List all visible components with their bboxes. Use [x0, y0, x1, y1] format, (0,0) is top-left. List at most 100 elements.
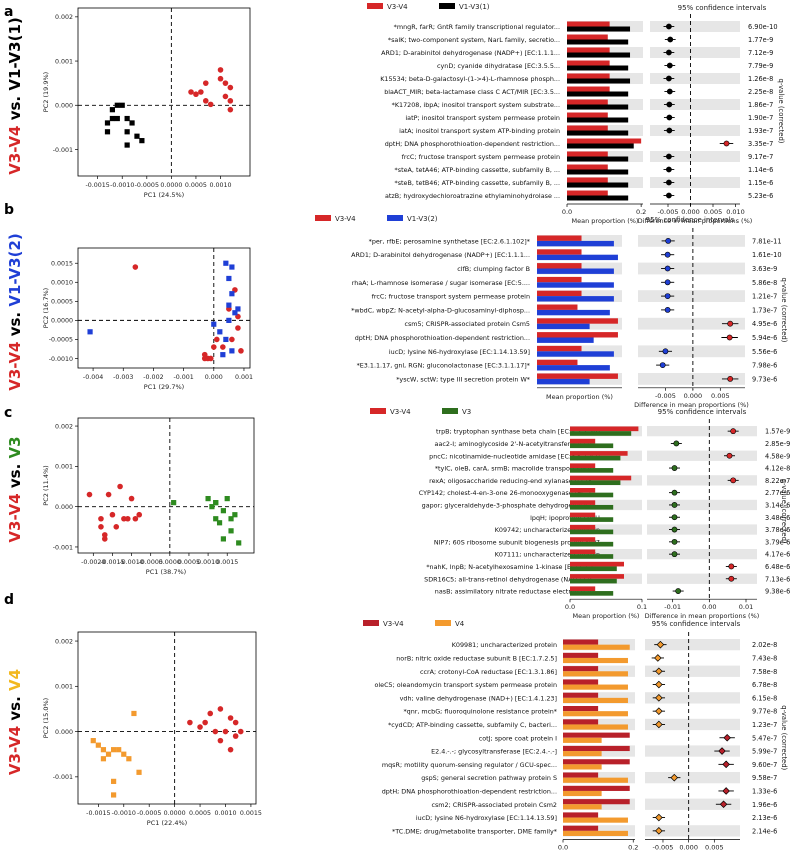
- title-part-0: V3-V4: [6, 493, 24, 542]
- bar-group-a: [537, 318, 618, 324]
- scatter-title: V3-V4 vs. V3: [6, 436, 24, 542]
- feature-label: *qnr, mcbG; fluoroquinolone resistance p…: [403, 708, 557, 716]
- feature-label: *salK; two-component system, NarL family…: [388, 36, 560, 44]
- x-tick-label: 0.0000: [160, 182, 182, 189]
- q-value: 4.12e-8: [765, 465, 790, 473]
- scatter-point: [128, 495, 135, 502]
- x-tick-label: -0.0010: [119, 559, 143, 566]
- q-value: 6.48e-6: [765, 563, 790, 571]
- y-tick-label: 0.000: [55, 729, 73, 736]
- y-tick-label: 0.002: [55, 638, 73, 645]
- x-tick-label: 0.0005: [185, 182, 207, 189]
- feature-label: *per, rfbE; perosamine synthetase [EC:2.…: [369, 237, 530, 245]
- feature-label: K09742; uncharacterized protein: [495, 526, 600, 534]
- scatter-point: [100, 756, 107, 762]
- q-value: 3.14e-6: [765, 501, 790, 509]
- y-tick-label: 0.001: [55, 684, 73, 691]
- scatter-point: [232, 719, 239, 726]
- scatter-point: [220, 344, 226, 350]
- q-value: 7.12e-9: [748, 49, 773, 57]
- q-value: 3.79e-6: [765, 538, 790, 546]
- feature-label: pncC; nicotinamide-nucleotide amidase [E…: [429, 452, 600, 460]
- x-tick-label: -0.0010: [112, 810, 136, 817]
- q-value: 9.17e-7: [748, 153, 773, 161]
- scatter-point: [224, 495, 230, 502]
- prop-tick-label: 0.0: [558, 844, 568, 850]
- scatter-point: [217, 737, 224, 744]
- ci-point: [727, 375, 734, 382]
- bar-group-b: [537, 323, 590, 330]
- ci-point: [666, 166, 672, 173]
- q-value: 1.93e-7: [748, 127, 773, 135]
- diff-tick-label: 0.005: [705, 844, 724, 850]
- scatter-point: [235, 325, 241, 331]
- bar-group-a: [567, 86, 610, 92]
- bar-group-a: [567, 177, 608, 183]
- x-tick-label: -0.0015: [100, 559, 124, 566]
- feature-label: gspS; general secretion pathway protein …: [421, 774, 557, 782]
- scatter-point: [193, 91, 199, 98]
- bar-group-a: [570, 451, 628, 456]
- prop-tick-label: 0.2: [628, 844, 638, 850]
- feature-label: lpqH; ipoprotein LpqH: [530, 514, 600, 522]
- scatter-point: [217, 67, 224, 73]
- scatter-point: [98, 515, 104, 522]
- x-tick-label: -0.0015: [86, 810, 110, 817]
- scatter-point: [109, 107, 115, 113]
- q-value: 1.26e-8: [748, 75, 773, 83]
- row-background: [647, 450, 757, 461]
- scatter-point: [232, 512, 238, 518]
- scatter-point: [104, 120, 111, 126]
- x-tick-label: -0.001: [173, 374, 193, 381]
- bar-group-b: [570, 455, 621, 461]
- feature-label: *steB, tetB46; ATP-binding cassette, sub…: [395, 179, 560, 187]
- bar-group-a: [570, 426, 639, 432]
- ci-point: [655, 680, 663, 689]
- scatter-point: [210, 344, 217, 350]
- bar-group-a: [563, 825, 599, 831]
- ci-point: [666, 192, 672, 199]
- y-tick-label: 0.0005: [51, 299, 73, 306]
- scatter-title: V3-V4 vs. V1-V3(2): [6, 233, 24, 390]
- q-value: 9.73e-6: [752, 375, 777, 383]
- scatter-point: [229, 291, 235, 297]
- legend-swatch: [442, 408, 458, 414]
- y-tick-label: -0.001: [53, 147, 73, 154]
- scatter-point: [171, 500, 177, 506]
- scatter-point: [121, 515, 127, 522]
- bar-group-a: [570, 524, 596, 530]
- q-value: 7.81e-11: [752, 237, 782, 245]
- q-value: 7.98e-6: [752, 362, 777, 370]
- bar-group-a: [570, 586, 596, 592]
- q-value: 3.48e-6: [765, 514, 790, 522]
- bar-group-b: [563, 657, 628, 664]
- x-tick-label: -0.0010: [110, 182, 134, 189]
- feature-label: iatP; inositol transport system permease…: [405, 114, 560, 122]
- legend-label: V4: [455, 620, 465, 628]
- feature-label: oleC5; oleandomycin transport system per…: [374, 681, 557, 689]
- y-tick-label: 0.0000: [51, 318, 73, 325]
- q-value: 7.79e-9: [748, 62, 773, 70]
- scatter-point: [101, 536, 108, 542]
- feature-label: iatA; inositol transport system ATP-bind…: [399, 127, 560, 135]
- q-value: 3.63e-9: [752, 265, 777, 273]
- q-value: 8.22e-7: [765, 477, 790, 485]
- bar-group-a: [570, 463, 596, 469]
- scatter-frame: [77, 417, 255, 554]
- bar-group-a: [567, 99, 608, 105]
- bar-group-b: [570, 504, 614, 510]
- row-background: [647, 426, 757, 437]
- bar-group-b: [570, 431, 632, 436]
- scatter-point: [116, 747, 122, 753]
- q-value: 1.33e-6: [752, 787, 777, 795]
- scatter-point: [111, 792, 117, 798]
- bar-group-a: [570, 561, 624, 567]
- bar-group-a: [537, 235, 582, 241]
- q-value: 1.14e-6: [748, 166, 773, 174]
- q-value: 6.15e-8: [752, 694, 777, 702]
- scatter-point: [222, 93, 229, 100]
- feature-label: vdh; valine dehydrogenase (NAD+) [EC:1.4…: [400, 694, 557, 702]
- scatter-point: [109, 511, 116, 518]
- ci-point: [722, 760, 730, 769]
- scatter-point: [197, 724, 203, 730]
